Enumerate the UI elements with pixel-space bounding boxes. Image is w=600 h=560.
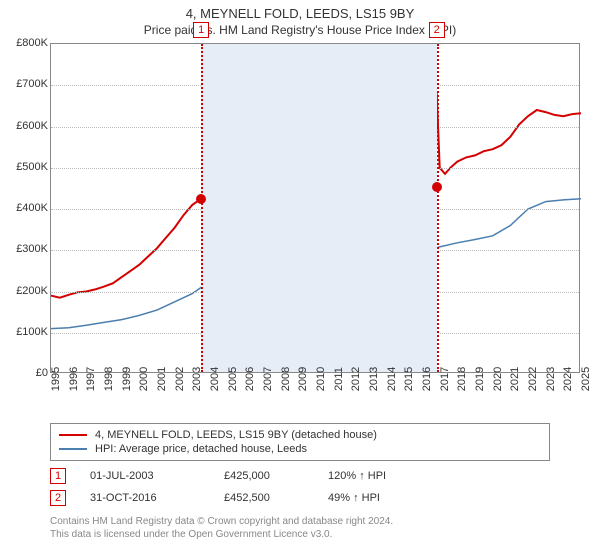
x-axis-label: 2013 [368,367,380,391]
x-axis-label: 2004 [209,367,221,391]
sale-marker [196,194,206,204]
x-axis-label: 2005 [227,367,239,391]
y-axis-label: £400K [16,202,48,214]
chart-subtitle: Price paid vs. HM Land Registry's House … [0,21,600,43]
y-axis-label: £700K [16,78,48,90]
sale-price-1: £425,000 [224,470,304,482]
y-axis-label: £200K [16,285,48,297]
sale-badge-1: 1 [50,468,66,484]
x-axis-label: 2009 [297,367,309,391]
chart-title: 4, MEYNELL FOLD, LEEDS, LS15 9BY [0,0,600,21]
x-axis-label: 2016 [421,367,433,391]
legend-label-price: 4, MEYNELL FOLD, LEEDS, LS15 9BY (detach… [95,429,377,441]
y-axis-label: £500K [16,161,48,173]
sale-hpi-2: 49% ↑ HPI [328,492,418,504]
x-axis-label: 2000 [138,367,150,391]
plot-area: 12 [50,43,580,373]
x-axis-label: 2024 [562,367,574,391]
below-chart: 4, MEYNELL FOLD, LEEDS, LS15 9BY (detach… [0,423,600,541]
x-axis-label: 2007 [262,367,274,391]
legend-label-hpi: HPI: Average price, detached house, Leed… [95,443,307,455]
x-axis-label: 2020 [492,367,504,391]
x-axis-label: 2019 [474,367,486,391]
x-axis-label: 2014 [386,367,398,391]
x-axis-label: 1996 [68,367,80,391]
legend-box: 4, MEYNELL FOLD, LEEDS, LS15 9BY (detach… [50,423,550,461]
sale-badge-2: 2 [50,490,66,506]
legend-row-hpi: HPI: Average price, detached house, Leed… [59,442,541,456]
x-axis-label: 2018 [456,367,468,391]
x-axis-label: 2025 [580,367,592,391]
x-axis-label: 2001 [156,367,168,391]
event-badge: 2 [429,22,445,38]
x-axis-label: 2012 [350,367,362,391]
x-axis-label: 2006 [244,367,256,391]
y-axis-label: £600K [16,120,48,132]
legend-swatch-hpi [59,448,87,450]
x-axis-label: 1995 [50,367,62,391]
x-axis-label: 2017 [439,367,451,391]
sale-row-1: 1 01-JUL-2003 £425,000 120% ↑ HPI [50,465,550,487]
x-axis-label: 2022 [527,367,539,391]
y-axis-label: £300K [16,243,48,255]
x-axis-label: 1997 [85,367,97,391]
sale-marker [432,182,442,192]
chart-area: 12 £0 £100K £200K £300K £400K £500K £600K £700K… [0,43,600,419]
sale-date-2: 31-OCT-2016 [90,492,200,504]
y-axis-label: £800K [16,37,48,49]
event-line [201,44,203,372]
x-axis-label: 2003 [191,367,203,391]
chart-container: 4, MEYNELL FOLD, LEEDS, LS15 9BY Price p… [0,0,600,560]
y-axis-label: £0 [36,367,48,379]
footer-line-1: Contains HM Land Registry data © Crown c… [50,515,550,528]
footer: Contains HM Land Registry data © Crown c… [50,515,550,541]
sale-price-2: £452,500 [224,492,304,504]
x-axis-label: 2015 [403,367,415,391]
sale-hpi-1: 120% ↑ HPI [328,470,418,482]
footer-line-2: This data is licensed under the Open Gov… [50,528,550,541]
event-badge: 1 [193,22,209,38]
ownership-band [201,44,436,372]
legend-row-price: 4, MEYNELL FOLD, LEEDS, LS15 9BY (detach… [59,428,541,442]
x-axis-label: 2021 [509,367,521,391]
x-axis-label: 1999 [121,367,133,391]
sale-row-2: 2 31-OCT-2016 £452,500 49% ↑ HPI [50,487,550,509]
sale-date-1: 01-JUL-2003 [90,470,200,482]
x-axis-label: 1998 [103,367,115,391]
x-axis-label: 2002 [174,367,186,391]
y-axis-label: £100K [16,326,48,338]
x-axis-label: 2023 [545,367,557,391]
x-axis-label: 2010 [315,367,327,391]
sales-table: 1 01-JUL-2003 £425,000 120% ↑ HPI 2 31-O… [50,465,550,509]
x-axis-label: 2011 [333,367,345,391]
legend-swatch-price [59,434,87,436]
x-axis-label: 2008 [280,367,292,391]
event-line [437,44,439,372]
